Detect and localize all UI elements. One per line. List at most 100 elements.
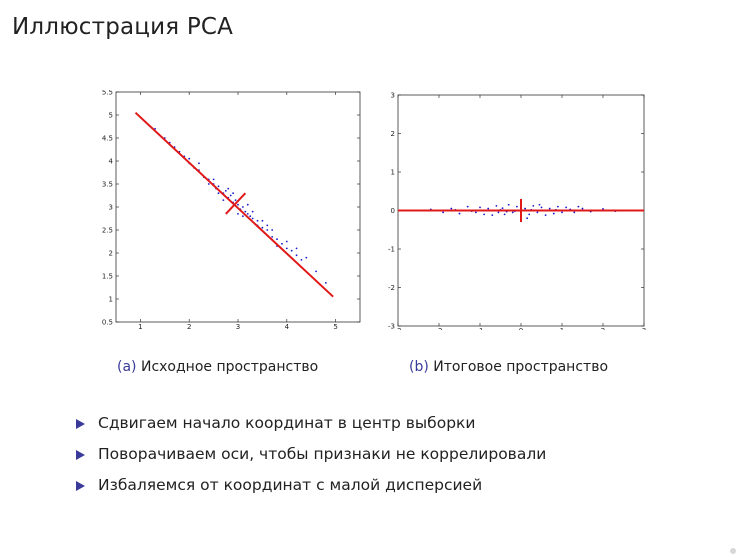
caption-b: (b) Итоговое пространство: [409, 359, 608, 375]
x-tick-label: 2: [187, 323, 191, 330]
data-point: [237, 203, 239, 206]
figure-a: 1 2 3 4 5 0.5 1 1.5 2 2.5 3 3.5 4 4.5 5 5.5: [92, 90, 367, 330]
data-point: [552, 212, 555, 215]
data-point: [540, 206, 543, 209]
data-point: [188, 157, 191, 160]
caption-b-label: (b): [409, 359, 429, 375]
data-point: [222, 199, 225, 201]
data-point: [234, 199, 237, 201]
data-point: [217, 185, 220, 188]
data-point: [442, 211, 444, 214]
data-point: [276, 238, 278, 241]
scatter-plot-original-space: 1 2 3 4 5 0.5 1 1.5 2 2.5 3 3.5 4 4.5 5 5.5: [102, 90, 361, 330]
y-tick-label: 2: [391, 130, 395, 138]
data-point: [511, 211, 514, 214]
data-point: [244, 210, 247, 213]
data-point: [281, 242, 283, 245]
data-point: [295, 247, 298, 250]
y-tick-label: 3: [109, 204, 113, 212]
y-tick-label: 0.5: [102, 319, 113, 327]
y-tick-label: -1: [388, 246, 395, 254]
bullet-item: Избaляемся от координат с малой дисперси…: [76, 470, 546, 501]
data-point: [573, 211, 576, 214]
y-tick-label: 1.5: [102, 273, 113, 281]
y-tick-label: 1: [391, 169, 395, 177]
data-point: [602, 208, 604, 210]
data-point: [232, 192, 235, 195]
triangle-bullet-icon: [76, 450, 85, 460]
y-tick-label: 1: [109, 296, 113, 304]
x-tick-label: 1: [560, 327, 564, 330]
data-point: [285, 240, 288, 243]
bullet-item: Сдвигаем начало координат в центр выборк…: [76, 408, 546, 439]
data-point: [524, 207, 526, 210]
data-point: [271, 229, 274, 231]
data-point: [491, 214, 494, 217]
bullet-text: Избaляемся от координат с малой дисперси…: [98, 476, 483, 494]
data-point: [229, 194, 232, 197]
y-tick-label: -3: [388, 323, 395, 331]
data-point: [246, 203, 249, 206]
slide-title: Иллюстрация PCA: [12, 14, 234, 40]
x-tick-label: 3: [236, 323, 240, 330]
data-point: [475, 211, 477, 214]
x-tick-label: 2: [601, 327, 605, 330]
data-point: [261, 219, 264, 222]
data-point: [548, 207, 551, 210]
data-point: [450, 207, 453, 210]
data-point: [305, 256, 308, 259]
data-point: [237, 213, 239, 215]
data-point: [324, 282, 327, 284]
data-point: [251, 210, 254, 213]
data-point: [528, 213, 531, 216]
data-point: [207, 183, 210, 185]
x-tick-label: 1: [138, 323, 142, 330]
y-tick-label: 5: [109, 112, 113, 120]
data-point: [479, 206, 481, 209]
y-tick-label: 3: [391, 92, 395, 100]
data-point: [577, 205, 580, 208]
data-point: [532, 204, 535, 207]
data-point: [246, 213, 249, 215]
data-point: [466, 205, 469, 208]
data-point: [458, 212, 461, 215]
data-point: [295, 254, 298, 257]
y-tick-label: 0: [391, 207, 395, 215]
data-point: [544, 214, 547, 217]
caption-a-text: Исходное пространство: [140, 359, 319, 375]
data-point: [497, 211, 500, 214]
caption-a-label: (a): [117, 359, 137, 375]
data-point: [217, 192, 220, 195]
x-tick-label: -1: [477, 327, 484, 330]
data-point: [538, 203, 541, 206]
x-tick-label: 5: [333, 323, 337, 330]
data-point: [249, 215, 252, 218]
data-point: [241, 215, 244, 218]
y-tick-label: 5.5: [102, 90, 113, 97]
data-point: [561, 211, 563, 214]
y-tick-label: 4: [109, 158, 114, 166]
x-tick-label: -3: [395, 327, 402, 330]
data-point: [256, 219, 259, 222]
data-point: [516, 205, 518, 208]
x-tick-label: -2: [436, 327, 443, 330]
x-tick-label: 0: [519, 327, 523, 330]
data-point: [251, 217, 254, 220]
scatter-plot-result-space: -3 -2 -1 0 1 2 3 -3 -2 -1 0 1 2 3: [388, 92, 646, 331]
x-tick-label: 4: [285, 323, 290, 330]
y-tick-label: 2: [109, 250, 113, 258]
data-point: [565, 206, 567, 209]
data-point: [266, 224, 269, 227]
y-tick-label: 2.5: [102, 227, 113, 235]
data-point: [224, 190, 227, 192]
data-point: [526, 217, 529, 220]
data-point: [315, 270, 317, 273]
data-point: [507, 203, 510, 206]
data-point: [581, 207, 584, 210]
data-point: [483, 213, 485, 216]
y-tick-label: 4.5: [102, 135, 113, 143]
data-point: [285, 247, 288, 250]
data-point: [261, 226, 264, 229]
data-point: [503, 213, 506, 216]
bullet-text: Поворачиваем оси, чтобы признаки не корр…: [98, 445, 547, 463]
